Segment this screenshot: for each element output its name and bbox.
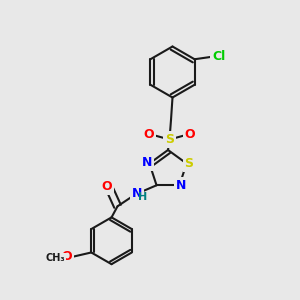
Text: O: O [61,250,72,263]
Text: O: O [184,128,195,142]
Text: Cl: Cl [212,50,225,63]
Text: S: S [184,157,194,170]
Text: O: O [144,128,154,142]
Text: CH₃: CH₃ [46,254,65,263]
Text: H: H [138,192,148,202]
Text: N: N [176,179,186,192]
Text: S: S [165,133,174,146]
Text: N: N [142,156,152,169]
Text: N: N [132,187,142,200]
Text: O: O [102,180,112,193]
